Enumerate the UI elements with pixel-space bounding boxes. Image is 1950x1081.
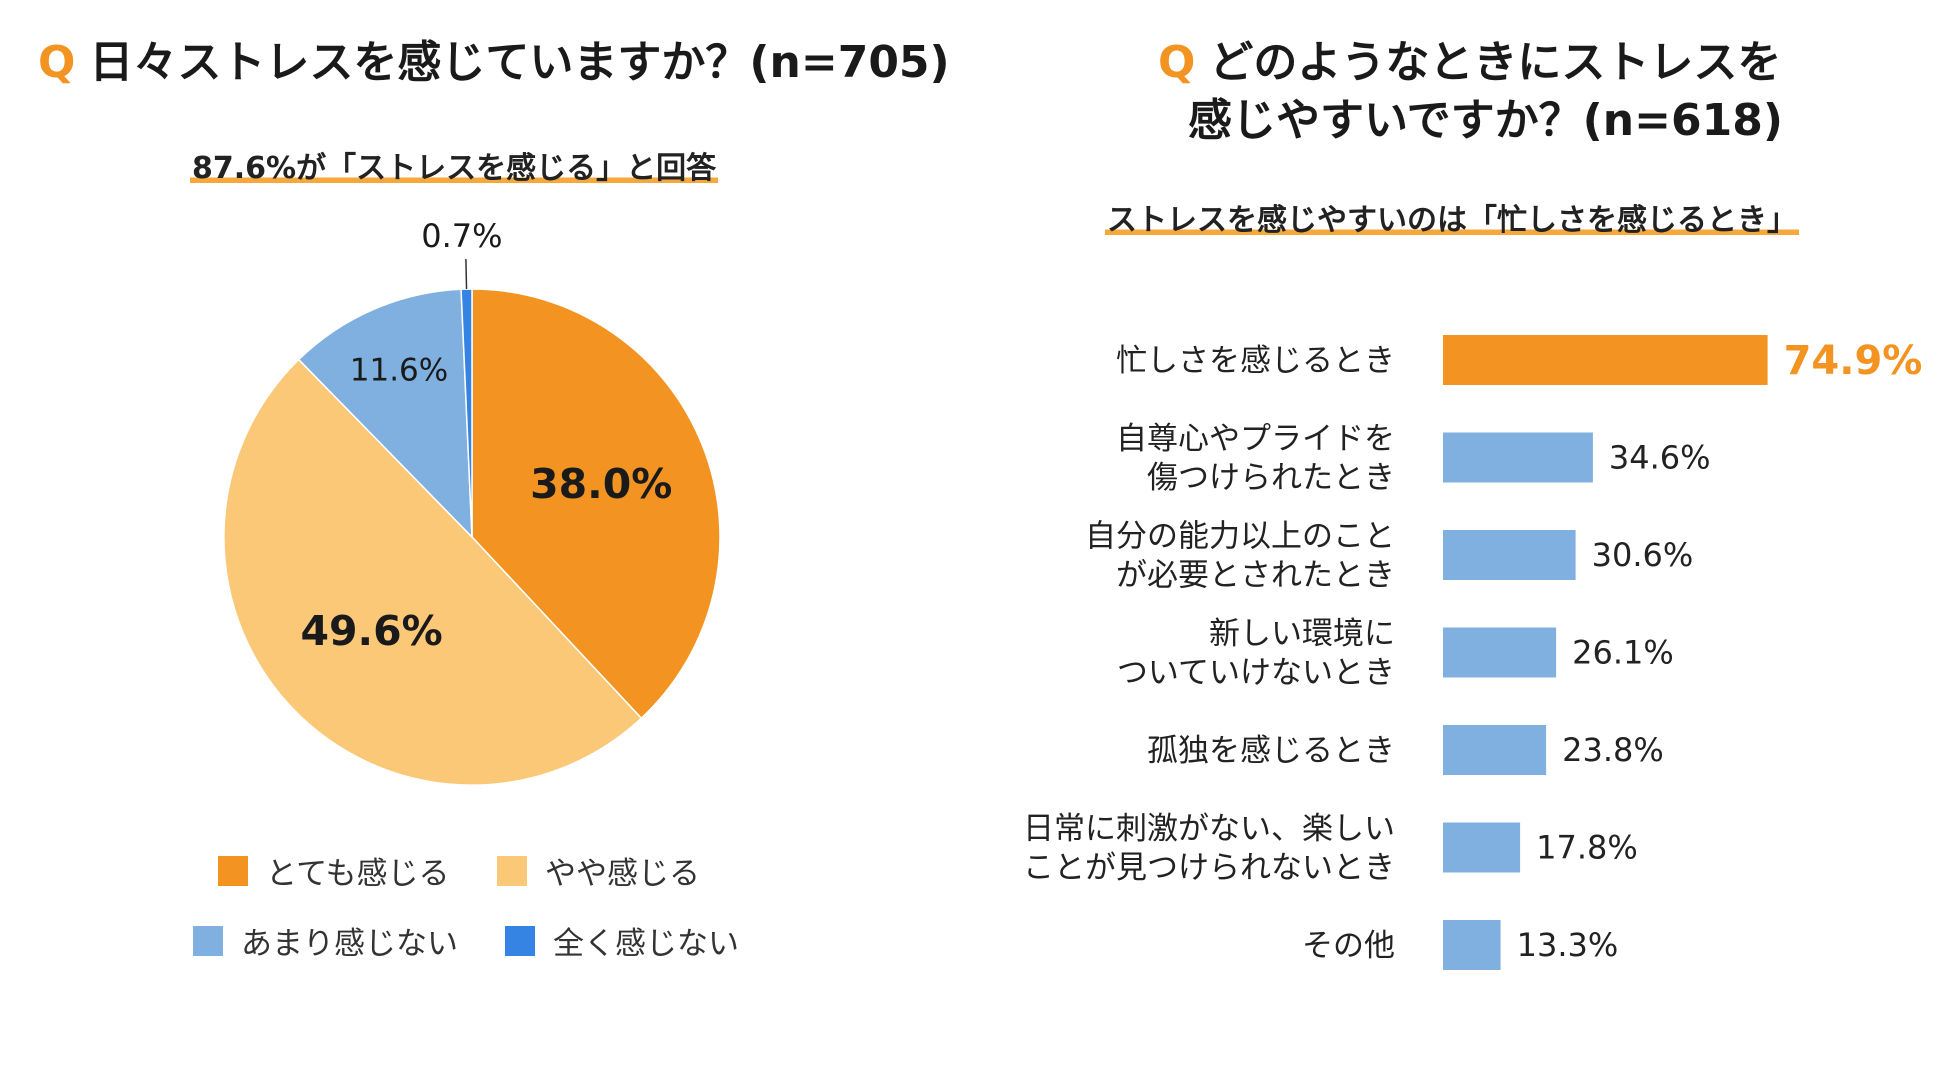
pie-label-0: 38.0% bbox=[530, 460, 672, 508]
left-question-title: Q 日々ストレスを感じていますか？(n=705) bbox=[38, 34, 950, 92]
left-subtitle-text: 87.6%が「ストレスを感じる」と回答 bbox=[190, 151, 719, 186]
pie-slice-1 bbox=[223, 358, 643, 786]
bar-0 bbox=[1443, 335, 1768, 385]
right-subtitle: ストレスを感じやすいのは「忙しさを感じるとき」 bbox=[1105, 202, 1799, 240]
legend-label-very: とても感じる bbox=[266, 856, 450, 892]
bar-value-label-1: 34.6% bbox=[1609, 439, 1711, 477]
legend-swatch-somewhat bbox=[497, 855, 527, 886]
legend-label-not-at-all: 全く感じない bbox=[553, 926, 739, 962]
bar-category-label-3-1: ついていけないとき bbox=[1117, 655, 1395, 691]
right-subtitle-text: ストレスを感じやすいのは「忙しさを感じるとき」 bbox=[1105, 203, 1799, 238]
bar-value-label-4: 23.8% bbox=[1562, 731, 1664, 769]
right-question-title: Q どのようなときにストレスを 感じやすいですか？(n=618) bbox=[1158, 34, 1783, 150]
left-q-mark: Q bbox=[38, 37, 76, 88]
bar-value-label-6: 13.3% bbox=[1517, 926, 1619, 964]
bar-3 bbox=[1443, 627, 1557, 678]
bar-category-label-0-0: 忙しさを感じるとき bbox=[1116, 343, 1395, 379]
bar-category-label-1-1: 傷つけられたとき bbox=[1147, 460, 1395, 496]
right-title-line1: どのようなときにストレスを bbox=[1209, 37, 1782, 88]
pie-label-2: 11.6% bbox=[350, 353, 448, 389]
bar-2 bbox=[1443, 530, 1576, 580]
bar-category-label-6-0: その他 bbox=[1302, 928, 1395, 964]
pie-label-1: 49.6% bbox=[300, 607, 442, 655]
pie-slice-0 bbox=[471, 288, 721, 720]
bar-category-label-3-0: 新しい環境に bbox=[1209, 616, 1395, 652]
bar-category-label-2-1: が必要とされたとき bbox=[1116, 558, 1395, 594]
bar-4 bbox=[1443, 725, 1547, 775]
left-subtitle: 87.6%が「ストレスを感じる」と回答 bbox=[190, 150, 719, 188]
bar-1 bbox=[1443, 432, 1593, 483]
legend-swatch-not-much bbox=[193, 925, 223, 956]
bar-category-label-5-1: ことが見つけられないとき bbox=[1023, 850, 1395, 886]
legend-swatch-very bbox=[218, 855, 248, 886]
bar-6 bbox=[1443, 920, 1501, 970]
bar-value-label-2: 30.6% bbox=[1592, 536, 1694, 574]
left-title-text: 日々ストレスを感じていますか？(n=705) bbox=[89, 37, 950, 88]
legend-item-very: とても感じる bbox=[218, 848, 450, 893]
bar-value-label-5: 17.8% bbox=[1536, 829, 1638, 867]
right-q-mark: Q bbox=[1158, 37, 1196, 88]
bar-value-label-0: 74.9% bbox=[1784, 338, 1923, 384]
legend-item-not-much: あまり感じない bbox=[193, 918, 458, 963]
bar-category-label-5-0: 日常に刺激がない、楽しい bbox=[1023, 811, 1395, 847]
pie-leader-line-3 bbox=[465, 259, 468, 290]
legend-label-not-much: あまり感じない bbox=[241, 926, 458, 962]
bar-category-label-4-0: 孤独を感じるとき bbox=[1147, 733, 1395, 769]
bar-5 bbox=[1443, 822, 1521, 873]
pie-label-3: 0.7% bbox=[421, 217, 502, 255]
bar-value-label-3: 26.1% bbox=[1572, 634, 1674, 672]
legend-swatch-not-at-all bbox=[505, 925, 535, 956]
bar-category-label-1-0: 自尊心やプライドを bbox=[1116, 421, 1395, 457]
legend-label-somewhat: やや感じる bbox=[545, 856, 700, 892]
legend-item-somewhat: やや感じる bbox=[497, 848, 700, 893]
right-title-line2: 感じやすいですか？(n=618) bbox=[1188, 95, 1783, 146]
bar-category-label-2-0: 自分の能力以上のこと bbox=[1085, 519, 1395, 555]
legend-item-not-at-all: 全く感じない bbox=[505, 918, 739, 963]
pie-slice-2 bbox=[297, 288, 473, 539]
